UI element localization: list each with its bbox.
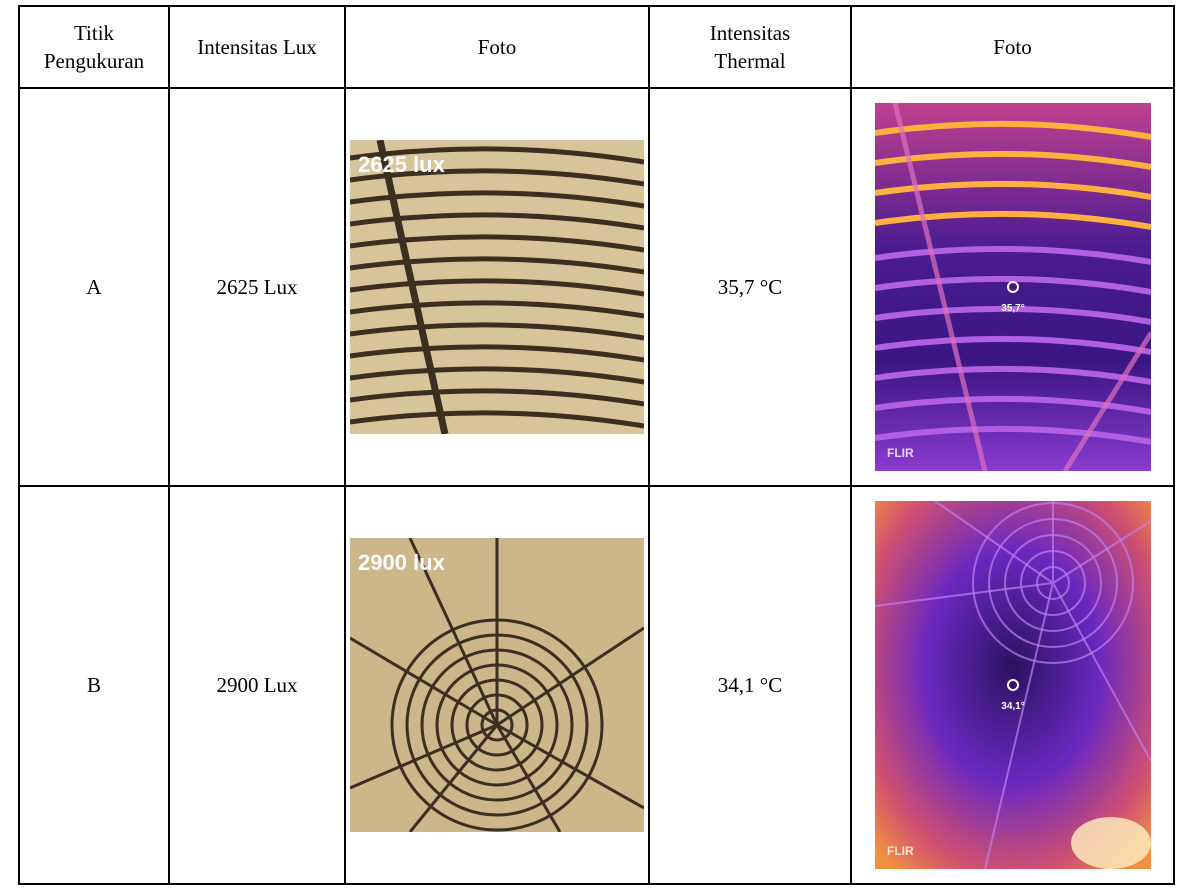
point-cell: B [18,485,170,885]
photo-cell: 2625 lux [344,87,650,487]
hot-spot [1070,817,1151,869]
header-row: Titik Pengukuran Intensitas Lux Foto Inte… [18,5,1175,89]
thermal-spokes [874,501,1151,869]
table-row: A 2625 Lux 2625 lux 35,7 °C 35,7° FLIR [18,87,1175,487]
flir-logo: FLIR [887,844,914,858]
thermal-arc [874,395,1151,415]
thermal-photo-cell: 35,7° FLIR [850,87,1175,487]
thermal-arc [874,335,1151,355]
grid-arc [350,344,644,363]
photo-lux-label: 2625 lux [358,152,446,177]
thermal-spoke [1062,331,1151,471]
grid-arc [350,388,644,407]
header-text: Pengukuran [43,49,145,73]
grid-arc [350,410,644,429]
flir-logo: FLIR [887,446,914,460]
point-cell: A [18,87,170,487]
thermal-arc-hot [874,210,1151,230]
thermal-background [874,501,1151,869]
photo-cell: 2900 lux [344,485,650,885]
header-foto: Foto [344,5,650,89]
crosshair-icon [1006,281,1019,293]
thermal-cell: 35,7 °C [648,87,852,487]
thermal-photo-cell: 34,1° FLIR [850,485,1175,885]
lux-cell: 2625 Lux [168,87,346,487]
thermal-arc [874,425,1151,445]
photo-lux-label: 2900 lux [358,550,446,575]
grid-arc [350,366,644,385]
thermal-temp-label: 35,7° [1001,303,1024,314]
header-text: Titik [73,21,115,45]
measurement-table: Titik Pengukuran Intensitas Lux Foto Inte… [18,5,1175,885]
lux-photo-a: 2625 lux [350,140,644,434]
grid-spokes [350,538,644,832]
thermal-arc-hot [874,120,1151,140]
crosshair-icon [1006,679,1019,691]
thermal-arcs [874,120,1151,445]
grid-arc [350,278,644,297]
thermal-arc [874,305,1151,325]
thermal-arc [874,365,1151,385]
thermal-temp-label: 34,1° [1001,701,1024,712]
thermal-photo-a: 35,7° FLIR [874,103,1151,471]
grid-arcs [350,146,644,429]
grid-arc [350,190,644,209]
lux-cell: 2900 Lux [168,485,346,885]
grid-arc [350,300,644,319]
thermal-spoke [892,103,987,471]
header-thermal: Intensitas Thermal [648,5,852,89]
grid-arc [350,146,644,165]
header-lux: Intensitas Lux [168,5,346,89]
thermal-arc [874,245,1151,265]
thermal-arc-hot [874,180,1151,200]
grid-spoke [376,140,449,434]
header-titik: Titik Pengukuran [18,5,170,89]
lux-photo-b: 2900 lux [350,538,644,832]
grid-arc [350,212,644,231]
header-text: Intensitas [709,21,791,45]
grid-arc [350,256,644,275]
header-foto-thermal: Foto [850,5,1175,89]
table-row: B 2900 Lux 2900 lux 34,1 °C [18,485,1175,885]
thermal-arc [874,275,1151,295]
header-text: Thermal [714,49,786,73]
thermal-cell: 34,1 °C [648,485,852,885]
grid-arc [350,234,644,253]
thermal-photo-b: 34,1° FLIR [874,501,1151,869]
grid-arc [350,322,644,341]
